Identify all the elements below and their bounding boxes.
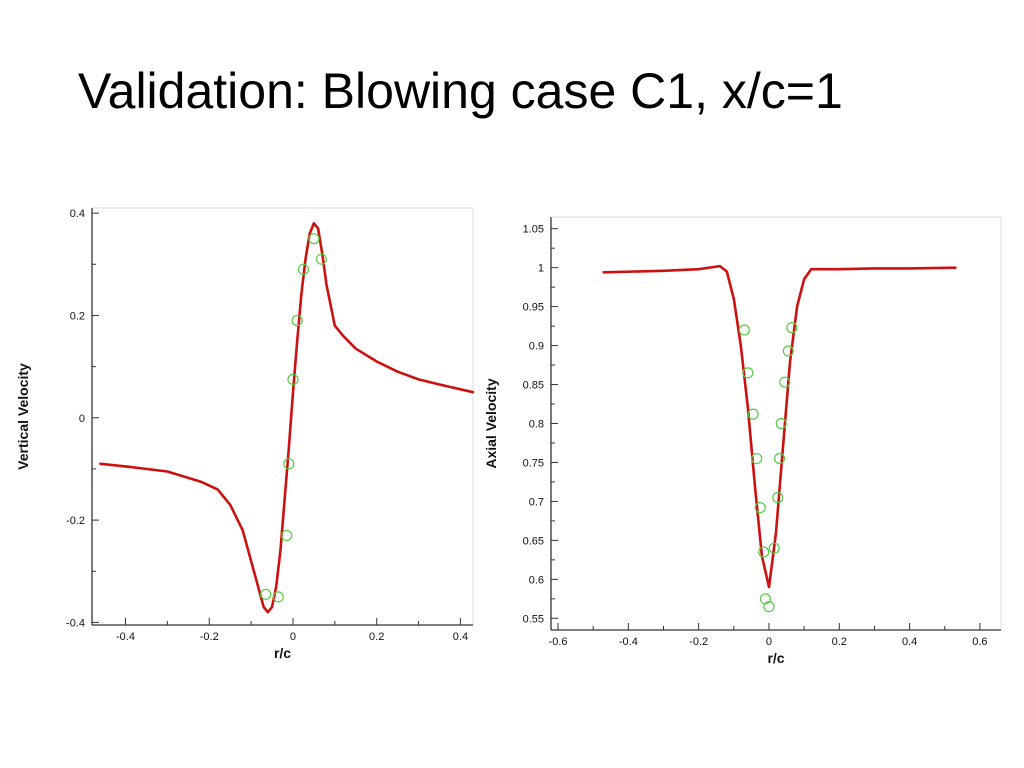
x-tick-label: -0.4	[116, 631, 135, 643]
x-tick-label: 0.2	[832, 636, 847, 648]
series-line	[602, 264, 957, 589]
vertical-velocity-chart: -0.4 -0.2 0 0.2 0.4 -0.4 -0.2 0 0.2 0.4 r/c Vertica…	[15, 207, 475, 661]
y-tick-label: 0.95	[523, 302, 544, 314]
y-tick-label: 0.75	[523, 457, 544, 469]
y-tick-label: 0.8	[529, 419, 544, 431]
data-point-marker	[779, 376, 791, 388]
y-tick-label: 0.65	[523, 535, 544, 547]
data-point-marker	[742, 367, 754, 379]
data-point-marker	[747, 408, 759, 420]
data-point-marker	[283, 458, 295, 470]
x-axis-title: r/c	[274, 645, 291, 661]
data-point-marker	[773, 452, 786, 465]
y-tick-label: 0	[79, 413, 85, 425]
data-point-marker	[786, 322, 798, 334]
x-tick-label: 0.4	[453, 631, 468, 643]
x-tick-label: 0.2	[369, 631, 384, 643]
y-tick-label: 0.4	[70, 208, 85, 220]
data-point-marker	[751, 452, 763, 465]
data-point-marker	[272, 591, 284, 603]
data-point-marker	[738, 324, 750, 336]
data-point-marker	[281, 529, 293, 542]
series-line	[99, 222, 475, 614]
x-tick-label: -0.4	[619, 636, 638, 648]
data-point-marker	[291, 314, 303, 327]
x-tick-label: -0.2	[689, 636, 708, 648]
data-point-marker	[775, 417, 787, 430]
x-axis-title: r/c	[767, 650, 784, 666]
y-tick-label: 0.55	[523, 613, 544, 625]
y-tick-label: 0.9	[529, 341, 544, 353]
x-tick-label: -0.2	[200, 631, 219, 643]
data-point-marker	[287, 373, 299, 386]
data-point-marker	[763, 601, 775, 613]
data-point-marker	[260, 588, 272, 600]
y-tick-label: 1	[538, 263, 544, 275]
data-point-marker	[768, 542, 780, 554]
x-tick-label: 0	[290, 631, 296, 643]
y-tick-label: 0.7	[529, 496, 544, 508]
x-tick-label: -0.6	[549, 636, 568, 648]
y-tick-label: 1.05	[523, 224, 544, 236]
data-point-marker	[754, 502, 766, 514]
y-axis-title: Vertical Velocity	[15, 363, 31, 470]
x-tick-label: 0.6	[972, 636, 987, 648]
x-tick-label: 0.4	[902, 636, 917, 648]
axial-velocity-chart: -0.6 -0.4 -0.2 0 0.2 0.4 0.6 0.55 0.6 0.65 0.7 0.75…	[483, 216, 1002, 666]
x-tick-label: 0	[766, 636, 772, 648]
data-point-marker	[308, 233, 320, 245]
y-tick-label: 0.2	[70, 310, 85, 322]
data-point-marker	[315, 253, 328, 265]
y-tick-label: -0.4	[66, 617, 85, 629]
y-tick-label: -0.2	[66, 515, 85, 527]
data-point-marker	[297, 263, 310, 275]
y-tick-label: 0.6	[529, 574, 544, 586]
y-axis-title: Axial Velocity	[483, 378, 499, 468]
data-point-marker	[782, 345, 794, 357]
slide-title: Validation: Blowing case C1, x/c=1	[78, 63, 843, 119]
data-point-marker	[772, 491, 784, 504]
y-tick-label: 0.85	[523, 380, 544, 392]
data-point-marker	[758, 546, 770, 558]
